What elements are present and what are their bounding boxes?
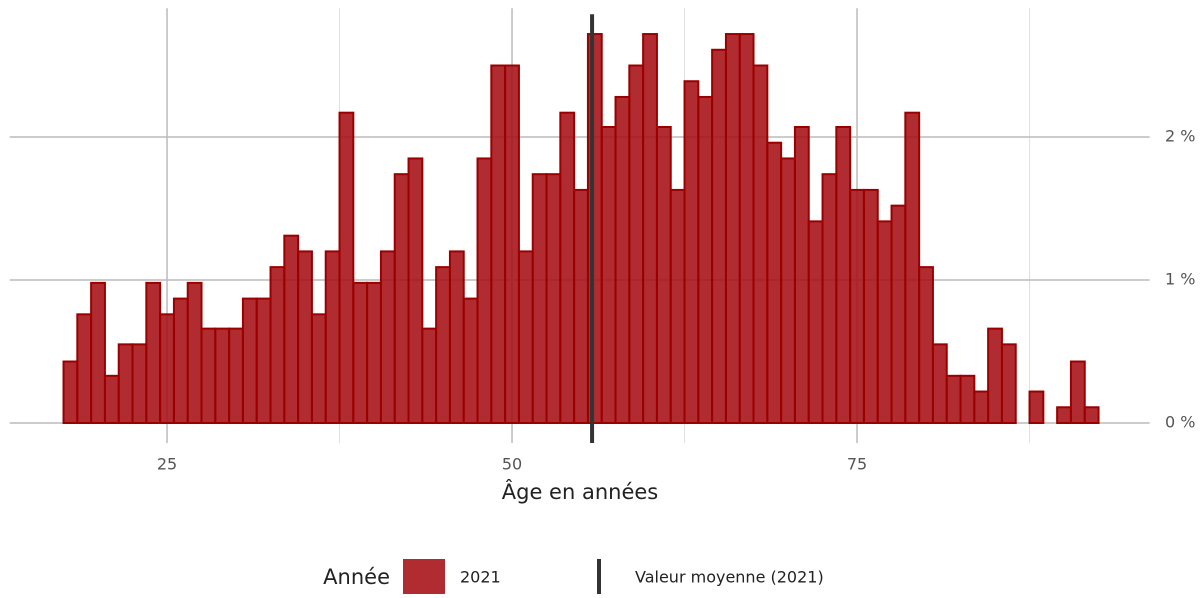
legend-title: Année: [323, 565, 390, 589]
bar: [586, 33, 603, 424]
bar: [959, 374, 976, 424]
bar: [1069, 360, 1086, 425]
bar: [669, 188, 686, 424]
bar: [490, 64, 507, 424]
bar: [835, 125, 852, 425]
bar: [600, 125, 617, 425]
y-tick-label: 0 %: [1165, 413, 1195, 432]
bar: [517, 250, 534, 424]
y-tick-label: 1 %: [1165, 270, 1195, 289]
bar: [780, 157, 796, 424]
bar: [421, 327, 438, 424]
bar: [131, 343, 148, 425]
bar: [1028, 390, 1045, 425]
bar: [172, 297, 189, 424]
bar: [117, 343, 134, 425]
legend-swatch: [403, 559, 445, 597]
bar: [862, 188, 879, 424]
bar: [1000, 343, 1017, 425]
bar: [338, 111, 355, 424]
bar: [945, 374, 962, 424]
bar: [145, 281, 162, 424]
bar: [76, 313, 93, 425]
bar: [987, 327, 1003, 424]
legend-label: 2021: [460, 568, 501, 587]
bar: [807, 220, 824, 424]
bar: [821, 173, 838, 424]
bar: [393, 173, 410, 424]
bar: [973, 390, 990, 425]
bar: [931, 343, 948, 425]
bar: [614, 95, 631, 425]
bar: [62, 360, 79, 425]
bar: [214, 327, 231, 424]
bar: [904, 111, 921, 424]
bar: [531, 173, 548, 424]
bar: [90, 281, 106, 424]
bar: [918, 266, 934, 424]
x-tick-label: 50: [502, 455, 522, 474]
bar: [711, 48, 727, 425]
bar: [655, 125, 672, 425]
bar: [1056, 406, 1072, 424]
bar: [159, 313, 175, 425]
bar: [228, 327, 244, 424]
bar: [324, 250, 341, 424]
x-tick-label: 75: [847, 455, 867, 474]
bar: [283, 234, 300, 424]
y-tick-label: 2 %: [1165, 127, 1195, 146]
bar: [1083, 406, 1100, 424]
bar: [545, 173, 562, 424]
bar: [766, 141, 783, 424]
bar: [642, 33, 658, 424]
bar: [103, 374, 120, 424]
bar: [476, 157, 493, 424]
bar: [504, 64, 520, 424]
bar: [738, 33, 755, 424]
bar: [573, 188, 589, 424]
bar: [724, 33, 741, 424]
bar: [849, 188, 865, 424]
bar: [890, 204, 907, 424]
bar: [366, 281, 382, 424]
x-tick-label: 25: [157, 455, 177, 474]
legend-label: Valeur moyenne (2021): [635, 568, 824, 587]
bar: [435, 266, 451, 424]
bar: [876, 220, 893, 424]
bar: [352, 281, 369, 424]
bar: [697, 95, 714, 425]
x-axis-label: Âge en années: [502, 479, 658, 504]
bar: [310, 313, 327, 425]
bar: [793, 125, 810, 425]
bar: [407, 157, 424, 424]
bar: [448, 250, 465, 424]
bar: [269, 266, 286, 424]
bar: [200, 327, 217, 424]
bar: [241, 297, 258, 424]
bar: [559, 111, 576, 424]
bar: [628, 64, 645, 424]
bar: [683, 80, 700, 424]
bar: [462, 297, 479, 424]
bar: [186, 281, 203, 424]
bar: [297, 250, 313, 424]
bar: [752, 64, 769, 424]
bar: [255, 297, 272, 424]
bar: [379, 250, 396, 424]
